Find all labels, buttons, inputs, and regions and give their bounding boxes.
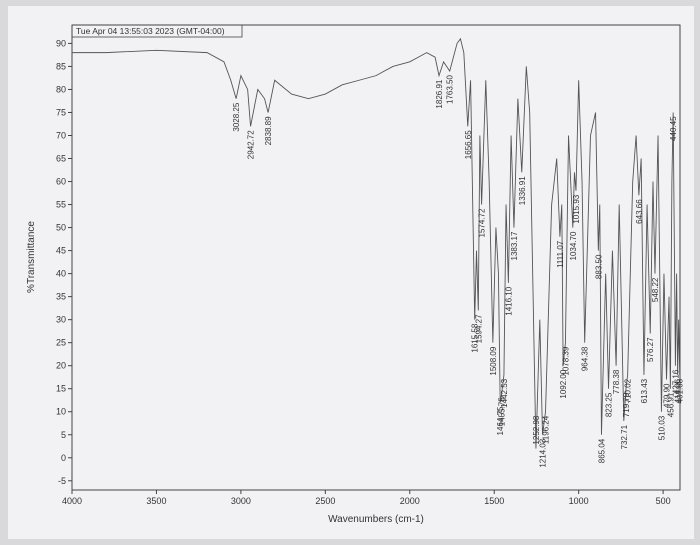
peak-label: 613.43: [640, 378, 649, 403]
peak-label: 1455.75: [498, 397, 507, 426]
peak-label: 479.90: [663, 383, 672, 408]
peak-label: 1763.50: [446, 74, 455, 103]
peak-label: 1656.65: [464, 130, 473, 159]
y-tick-label: 30: [56, 315, 66, 325]
peak-label: 548.22: [651, 277, 660, 302]
y-tick-label: 65: [56, 154, 66, 164]
peak-label: 1015.93: [572, 194, 581, 223]
y-tick-label: 5: [61, 430, 66, 440]
y-tick-label: 55: [56, 200, 66, 210]
peak-label: 865.04: [597, 438, 606, 463]
chart-title: Tue Apr 04 13:55:03 2023 (GMT-04:00): [76, 26, 225, 36]
peak-label: 1196.24: [542, 415, 551, 444]
y-tick-label: 10: [56, 407, 66, 417]
peak-label: 510.03: [657, 415, 666, 440]
peak-label: 414.06: [674, 378, 683, 403]
y-tick-label: 45: [56, 246, 66, 256]
y-tick-label: 40: [56, 269, 66, 279]
x-tick-label: 2500: [315, 496, 335, 506]
peak-label: 401.68: [676, 378, 685, 403]
paper: [8, 6, 694, 539]
peak-label: 1336.91: [518, 176, 527, 205]
x-tick-label: 3500: [146, 496, 166, 506]
spectrum-line: [72, 37, 681, 449]
peak-label: 719.79: [622, 392, 631, 417]
x-tick-label: 3000: [231, 496, 251, 506]
peak-label: 1416.10: [504, 286, 513, 315]
plot-frame: [71, 24, 681, 491]
y-tick-label: 35: [56, 292, 66, 302]
peak-label: 1574.72: [478, 208, 487, 237]
peak-label: 440.45: [669, 116, 678, 141]
x-axis-label: Wavenumbers (cm-1): [328, 514, 424, 525]
peak-label: 1078.39: [561, 346, 570, 375]
peak-label: 1442.53: [500, 378, 509, 407]
x-tick-label: 500: [656, 496, 671, 506]
y-axis-label: %Transmittance: [26, 221, 37, 293]
peak-label: 1615.58: [471, 323, 480, 352]
peak-label: 778.38: [612, 369, 621, 394]
peak-label: 2838.89: [264, 116, 273, 145]
x-tick-label: 4000: [62, 496, 82, 506]
y-tick-label: 70: [56, 130, 66, 140]
y-tick-label: 15: [56, 384, 66, 394]
y-tick-label: 80: [56, 84, 66, 94]
peak-label: 1092.00: [559, 369, 568, 398]
y-tick-label: 50: [56, 223, 66, 233]
peak-label: 3028.25: [232, 102, 241, 131]
y-tick-label: -5: [58, 476, 66, 486]
y-tick-label: 25: [56, 338, 66, 348]
peak-label: 1464.75: [496, 406, 505, 435]
x-tick-label: 1000: [569, 496, 589, 506]
peak-label: 1383.17: [510, 231, 519, 260]
peak-label: 1034.70: [569, 231, 578, 260]
peak-label: 2942.72: [247, 130, 256, 159]
peak-label: 456.91: [666, 392, 675, 417]
peak-label: 1111.07: [556, 240, 565, 268]
title-box: [71, 24, 243, 38]
peak-label: 1826.91: [435, 79, 444, 108]
peak-label: 732.71: [620, 424, 629, 449]
peak-label: 710.02: [624, 378, 633, 403]
y-tick-label: 60: [56, 177, 66, 187]
peak-label: 1252.98: [532, 415, 541, 444]
y-tick-label: 90: [56, 38, 66, 48]
peak-label: 823.25: [605, 392, 614, 417]
peak-label: 883.50: [594, 254, 603, 279]
peak-label: 427.16: [671, 369, 680, 394]
peak-label: 1508.09: [489, 346, 498, 375]
peak-label: 1594.27: [474, 314, 483, 343]
x-tick-label: 1500: [484, 496, 504, 506]
x-tick-label: 2000: [400, 496, 420, 506]
peak-label: 576.27: [646, 337, 655, 362]
y-tick-label: 0: [61, 453, 66, 463]
y-tick-label: 85: [56, 61, 66, 71]
peak-label: 1214.03: [539, 438, 548, 467]
peak-label: 964.38: [581, 346, 590, 371]
y-tick-label: 20: [56, 361, 66, 371]
peak-label: 643.66: [635, 199, 644, 224]
y-tick-label: 75: [56, 107, 66, 117]
